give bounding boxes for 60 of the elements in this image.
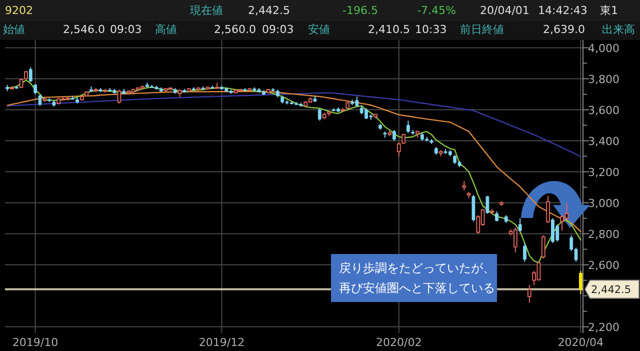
text: 09:03: [110, 23, 142, 36]
y-tick-label: 2,200: [588, 320, 620, 334]
text: 2,560.0: [214, 23, 256, 36]
candlestick: [28, 66, 32, 82]
text: 現在値: [190, 4, 223, 17]
text: 出来高: [602, 23, 635, 36]
candlestick: [462, 180, 466, 191]
candlestick: [495, 210, 498, 222]
y-tick-label: 3,800: [588, 72, 620, 86]
x-tick-label: 2019/12: [198, 336, 245, 349]
ref-label: 2,442.5: [584, 280, 640, 299]
text: 高値: [155, 23, 177, 36]
candlestick: [486, 195, 490, 214]
line-series: [6, 92, 582, 158]
candlestick: [513, 227, 518, 253]
candlestick: [527, 284, 532, 304]
text: 10:33: [415, 23, 447, 36]
text: 2,546.0: [63, 23, 105, 36]
text: 安値: [308, 23, 330, 36]
line-series: [6, 90, 582, 232]
text: 09:03: [262, 23, 294, 36]
text: 14:42:43: [538, 4, 588, 17]
x-tick-label: 2020/04: [558, 336, 604, 349]
candlestick: [392, 129, 396, 142]
y-tick-label: 3,000: [588, 196, 620, 210]
candlestick: [472, 194, 476, 222]
y-tick-label: 3,200: [588, 166, 620, 179]
candlestick: [318, 108, 322, 122]
text: -196.5: [342, 4, 378, 17]
text: 9202: [5, 4, 33, 17]
text: 20/04/01: [480, 4, 530, 17]
candlestick: [396, 142, 401, 157]
y-tick-label: 2,800: [588, 228, 620, 241]
candlestick: [38, 94, 42, 106]
candlestick: [453, 154, 457, 165]
text: 始値: [3, 23, 25, 36]
y-tick-label: 3,600: [588, 104, 620, 117]
callout: 戻り歩調をたどっていたが、再び安値圏へと下落している: [331, 254, 497, 302]
text: 東1: [600, 4, 618, 17]
annotation: 戻り歩調をたどっていたが、再び安値圏へと下落している: [339, 261, 495, 295]
candlestick: [406, 120, 410, 134]
text: 前日終値: [460, 23, 504, 36]
line-series: [6, 80, 582, 264]
text: 2,639.0: [543, 23, 585, 36]
candlestick: [34, 84, 37, 95]
x-tick-label: 2019/10: [12, 336, 58, 349]
y-tick-label: 4,000: [588, 42, 620, 55]
text: 2,410.5: [368, 23, 410, 36]
ref-line-label: 2,442.5: [591, 284, 632, 296]
candlestick: [117, 89, 122, 104]
candlestick: [578, 270, 582, 295]
text: 2,442.5: [248, 4, 290, 17]
y-tick-label: 2,600: [588, 258, 620, 272]
candlestick: [546, 195, 550, 224]
candlestick: [523, 242, 526, 262]
candlestick: [541, 234, 546, 260]
text: -7.45%: [417, 4, 456, 17]
candlestick: [518, 218, 522, 233]
y-tick-label: 3,400: [588, 134, 620, 148]
x-tick-label: 2020/02: [376, 336, 422, 349]
